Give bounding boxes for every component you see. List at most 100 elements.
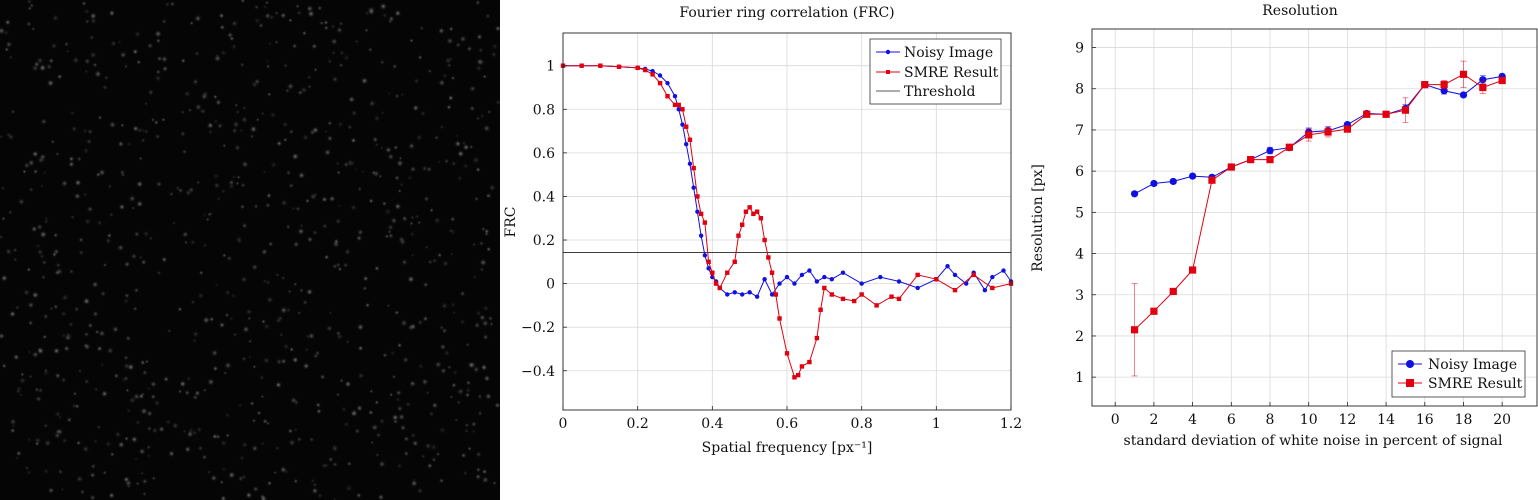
res-x-tick-label: 8	[1266, 412, 1275, 428]
frc-point-smre	[672, 102, 678, 108]
frc-y-tick-label: −0.4	[521, 364, 555, 380]
res-point-noisy	[1169, 177, 1177, 186]
frc-point-smre	[754, 209, 760, 214]
frc-point-smre	[751, 211, 756, 217]
frc-point-smre	[766, 255, 771, 260]
res-y-tick-label: 5	[1075, 205, 1084, 221]
res-x-tick-label: 20	[1493, 412, 1511, 428]
frc-y-tick-label: −0.2	[521, 320, 555, 336]
frc-point-smre	[915, 272, 920, 278]
frc-point-smre	[635, 65, 640, 71]
res-y-tick-label: 6	[1075, 164, 1084, 180]
frc-point-smre	[702, 220, 708, 225]
res-x-tick-label: 14	[1377, 412, 1395, 428]
frc-point-smre	[758, 216, 764, 221]
frc-title: Fourier ring correlation (FRC)	[679, 5, 894, 21]
res-point-smre	[1169, 287, 1177, 296]
res-y-tick-label: 1	[1075, 370, 1084, 386]
res-y-tick-label: 8	[1075, 82, 1084, 98]
frc-point-smre	[889, 294, 894, 299]
frc-series-group	[560, 63, 1014, 380]
frc-y-tick-label: 0.8	[533, 102, 555, 118]
res-point-noisy	[1150, 179, 1158, 188]
frc-point-noisy	[799, 272, 805, 278]
frc-point-smre	[684, 124, 689, 129]
res-y-axis-label: Resolution [px]	[1030, 164, 1046, 272]
frc-point-noisy	[762, 277, 767, 282]
frc-point-smre	[616, 64, 622, 69]
frc-y-tick-label: 0.4	[533, 189, 555, 205]
frc-point-noisy	[952, 272, 958, 278]
frc-point-smre	[952, 287, 958, 293]
frc-y-tick-label: 0	[546, 277, 555, 293]
frc-legend-label-threshold: Threshold	[904, 84, 975, 100]
frc-point-smre	[814, 335, 820, 341]
res-point-noisy	[1459, 91, 1468, 99]
frc-point-noisy	[747, 290, 752, 295]
frc-point-noisy	[665, 80, 670, 86]
frc-point-smre	[710, 270, 715, 275]
frc-point-noisy	[691, 185, 696, 190]
frc-x-tick-label: 0	[559, 416, 568, 432]
frc-point-smre	[743, 209, 749, 214]
frc-point-smre	[829, 292, 834, 297]
res-y-tick-label: 4	[1075, 247, 1084, 263]
frc-x-tick-label: 1.2	[1000, 416, 1022, 432]
frc-point-noisy	[740, 292, 745, 297]
frc-point-smre	[852, 298, 857, 304]
frc-point-smre	[698, 211, 704, 217]
frc-point-noisy	[706, 266, 711, 271]
frc-point-smre	[818, 307, 823, 312]
res-legend-label-smre: SMRE Result	[1428, 376, 1523, 392]
frc-point-smre	[598, 63, 603, 68]
res-legend-marker-smre	[1406, 379, 1414, 387]
frc-y-tick-label: 0.6	[533, 146, 555, 162]
frc-point-noisy	[990, 274, 995, 280]
res-point-smre	[1363, 110, 1371, 118]
frc-point-noisy	[657, 73, 663, 78]
frc-point-noisy	[814, 279, 820, 284]
frc-point-smre	[665, 93, 670, 99]
res-point-smre	[1266, 156, 1274, 164]
frc-legend-marker-smre	[886, 70, 890, 74]
frc-point-noisy	[769, 292, 775, 297]
frc-point-smre	[799, 364, 805, 369]
res-x-tick-label: 10	[1300, 412, 1318, 428]
res-x-axis-label: standard deviation of white noise in per…	[1124, 433, 1503, 449]
frc-x-axis-label: Spatial frequency [px⁻¹]	[702, 440, 873, 456]
frc-point-noisy	[672, 93, 678, 99]
frc-point-smre	[896, 296, 902, 302]
res-y-tick-label: 7	[1075, 123, 1084, 139]
res-point-smre	[1227, 163, 1235, 171]
frc-point-smre	[773, 292, 778, 297]
frc-x-tick-label: 0.6	[776, 416, 798, 432]
frc-point-smre	[650, 72, 655, 77]
frc-point-smre	[680, 107, 685, 112]
frc-point-noisy	[878, 274, 883, 280]
frc-point-noisy	[732, 290, 737, 295]
frc-point-noisy	[725, 292, 730, 297]
res-x-tick-label: 18	[1455, 412, 1473, 428]
frc-chart: Fourier ring correlation (FRC) 0 0.2 0.4 0.…	[503, 5, 1022, 456]
frc-point-smre	[706, 259, 711, 265]
frc-point-noisy	[754, 294, 760, 299]
res-title: Resolution	[1262, 3, 1337, 19]
frc-point-noisy	[896, 279, 902, 284]
res-point-smre	[1324, 128, 1332, 136]
frc-point-smre	[642, 67, 648, 73]
noise-image	[0, 0, 500, 500]
frc-point-smre	[736, 233, 741, 238]
res-point-smre	[1421, 81, 1429, 89]
frc-point-noisy	[915, 285, 920, 291]
res-point-smre	[1247, 156, 1255, 164]
res-y-tick-label: 2	[1075, 329, 1084, 345]
frc-point-smre	[740, 222, 745, 227]
res-point-smre	[1401, 106, 1410, 114]
res-plot-frame	[1091, 28, 1538, 407]
res-point-smre	[1382, 110, 1390, 118]
res-x-tick-label: 12	[1338, 412, 1356, 428]
res-x-tick-label: 0	[1111, 412, 1120, 428]
res-point-smre	[1208, 176, 1216, 184]
frc-point-noisy	[698, 233, 704, 238]
